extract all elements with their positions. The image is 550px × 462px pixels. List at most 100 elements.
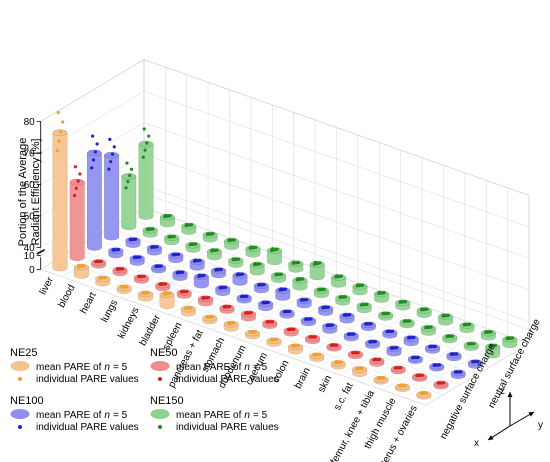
y-tick-label: 80 — [24, 117, 36, 128]
legend-n-value: = 5 — [253, 410, 268, 421]
bar-NE150-s.c. fat — [420, 325, 436, 336]
data-point — [485, 330, 489, 334]
bar-NE50-s.c. fat — [369, 357, 385, 367]
grid-line — [40, 59, 530, 196]
data-point — [467, 341, 471, 346]
data-point — [146, 291, 150, 295]
bar-NE100-caecum — [300, 316, 316, 327]
data-point — [110, 152, 115, 156]
data-point — [253, 261, 257, 266]
bar-NE150-skin — [416, 307, 432, 318]
bar-NE25-bladder — [159, 291, 175, 309]
bar-NE150-spleen — [249, 261, 265, 276]
bar-NE50-lungs — [133, 274, 149, 284]
data-point — [420, 307, 424, 311]
data-point — [72, 193, 77, 198]
bar-NE50-skin — [347, 350, 363, 360]
compass-x-label: x — [474, 438, 479, 449]
bar-NE150-heart — [164, 234, 180, 246]
data-point — [489, 343, 493, 347]
data-point — [91, 158, 96, 162]
data-point — [386, 329, 390, 333]
data-point — [326, 323, 330, 327]
data-point — [365, 302, 369, 307]
data-point — [180, 289, 184, 294]
legend-mean-text: mean PARE of — [176, 410, 242, 421]
data-point — [151, 227, 155, 231]
data-point — [189, 306, 193, 310]
y-tick-label: 10 — [24, 251, 36, 262]
bar-NE150-femur, knee + tibia — [459, 322, 475, 333]
bar-NE50-uterus + ovaries — [433, 380, 449, 390]
chart-bars — [52, 110, 518, 400]
data-point — [125, 285, 129, 289]
data-point — [271, 247, 275, 251]
data-point — [309, 335, 313, 339]
data-point — [99, 275, 103, 280]
data-point — [454, 370, 458, 374]
data-point — [378, 290, 382, 295]
compass-arrowhead — [488, 435, 494, 440]
data-point — [142, 274, 146, 279]
bar-NE50-stomach — [240, 310, 256, 322]
bar-NE150-thigh muscle — [463, 341, 479, 351]
data-point — [76, 179, 80, 183]
data-point — [360, 302, 364, 306]
bar-NE50-brain — [326, 342, 342, 352]
data-point — [356, 351, 360, 355]
data-point — [185, 222, 189, 227]
y-tick-label: 40 — [24, 243, 36, 254]
bar-NE150-colon — [373, 290, 389, 303]
bar-NE150-heart — [181, 222, 197, 235]
data-point — [472, 342, 476, 346]
category-label: s.c. fat — [332, 381, 356, 412]
data-point — [163, 282, 168, 286]
category-label: lungs — [99, 298, 120, 324]
data-point — [322, 287, 326, 291]
floor-grid-line — [40, 269, 426, 406]
data-point — [330, 343, 334, 347]
data-point — [266, 320, 270, 324]
bar-NE150-uterus + ovaries — [502, 336, 518, 349]
bar-NE100-brain — [343, 331, 359, 342]
bar-NE150-brain — [395, 299, 411, 311]
bar-NE25-uterus + ovaries — [416, 391, 432, 400]
data-point — [450, 334, 455, 338]
data-point — [403, 319, 407, 323]
bar-NE100-liver — [86, 134, 102, 251]
legend-mean-text: mean PARE of — [36, 362, 102, 373]
data-point — [377, 376, 381, 380]
data-point — [433, 363, 437, 367]
bar-NE100-s.c. fat — [403, 335, 419, 346]
legend-series-name: NE150 — [150, 395, 184, 407]
bar-NE150-lungs — [202, 231, 218, 243]
data-point — [61, 120, 65, 124]
data-point — [373, 357, 377, 361]
data-point — [142, 291, 146, 295]
y-tick-label: 50 — [24, 211, 36, 222]
data-point — [245, 294, 249, 298]
bar-NE150-caecum — [335, 294, 351, 306]
data-point — [339, 274, 343, 278]
data-point — [185, 306, 189, 310]
data-point — [249, 330, 253, 334]
data-point — [455, 352, 459, 356]
data-point — [283, 287, 288, 291]
bar-NE100-bladder — [193, 273, 209, 289]
axis-compass: z x y — [474, 386, 543, 449]
data-point — [382, 376, 386, 380]
data-point — [78, 172, 82, 176]
data-point — [390, 345, 394, 350]
bar-body — [104, 155, 119, 241]
bar-NE100-femur, knee + tibia — [407, 355, 423, 364]
legend-series-name: NE100 — [10, 395, 44, 407]
data-point — [138, 274, 142, 278]
bar-NE150-duodenum — [313, 287, 329, 298]
legend-dot-swatch — [158, 377, 162, 381]
data-point — [399, 366, 403, 370]
data-point — [202, 273, 206, 278]
data-point — [145, 141, 149, 145]
